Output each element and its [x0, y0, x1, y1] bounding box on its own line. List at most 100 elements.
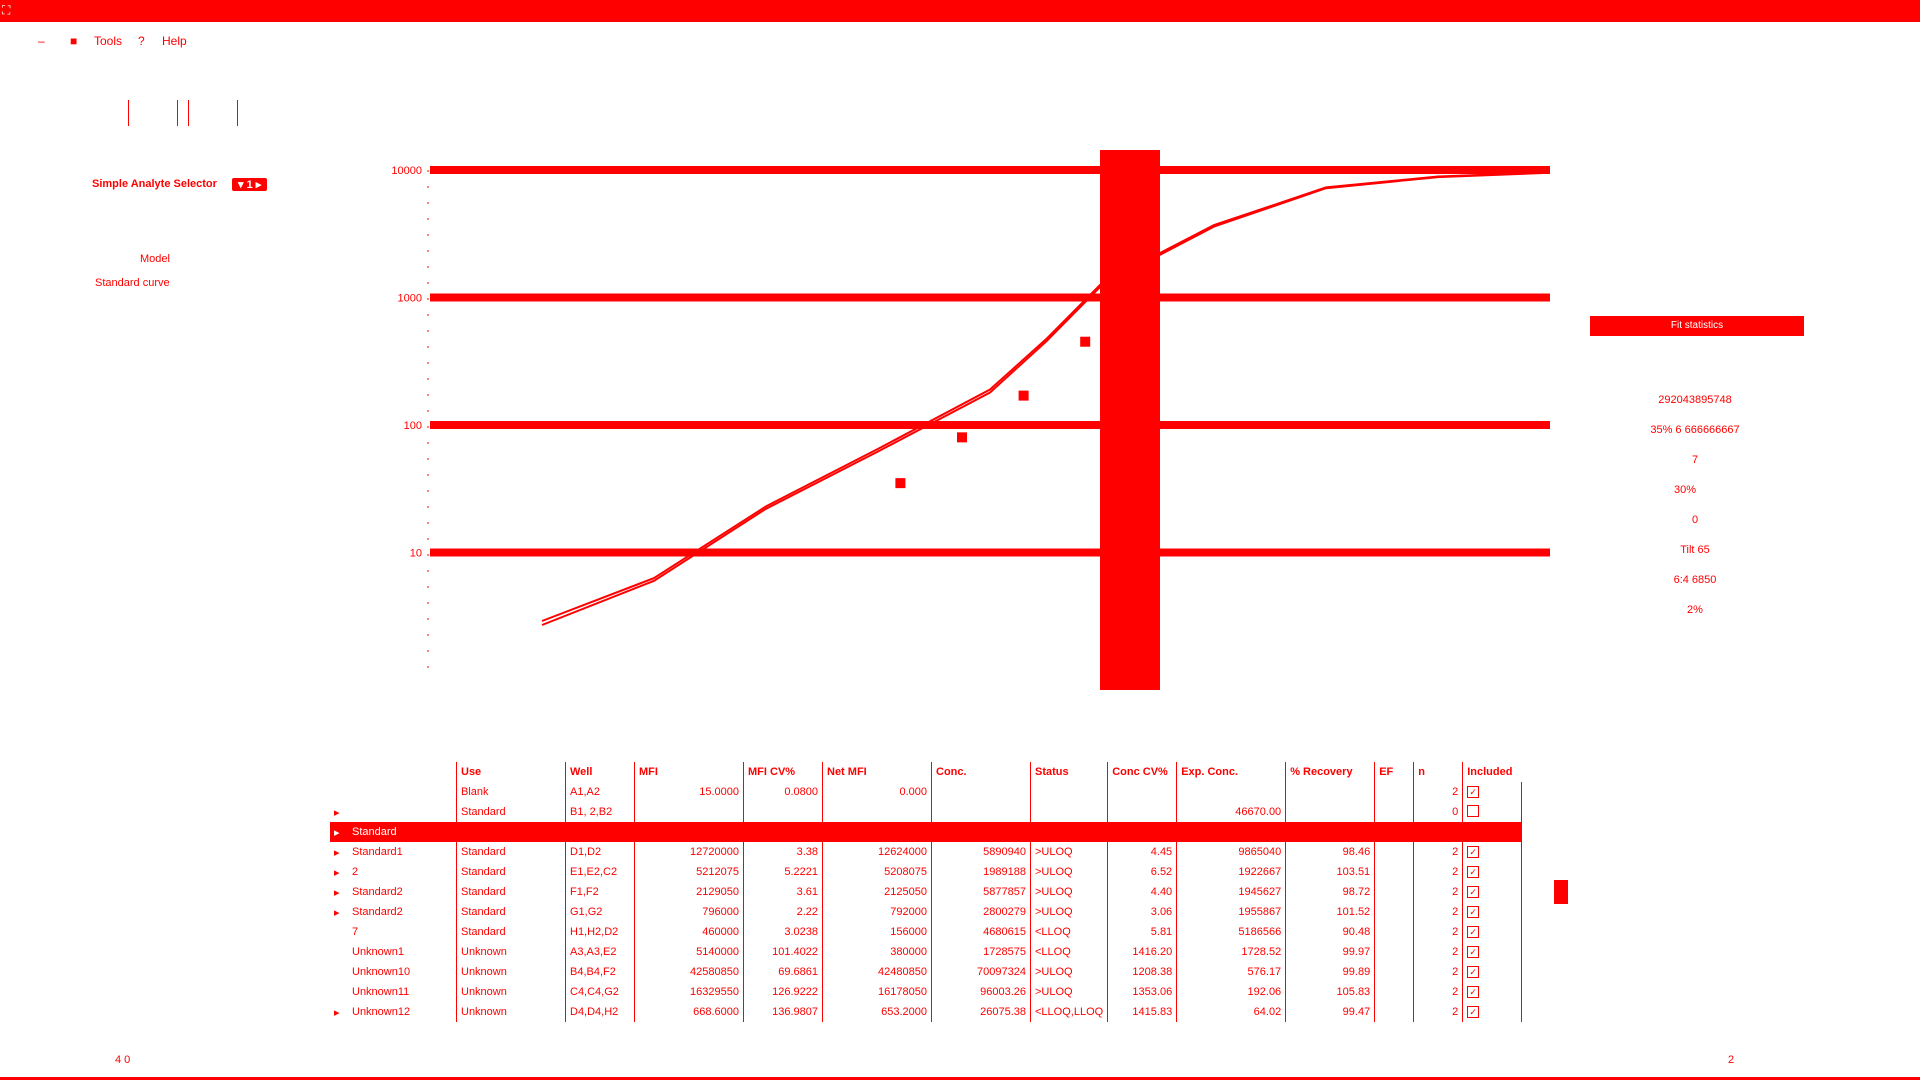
table-row[interactable]: Blank A1,A2 15.0000 0.0800 0.000 2 ✓: [330, 782, 1522, 802]
cell-inc[interactable]: ✓: [1462, 982, 1522, 1002]
included-checkbox[interactable]: ✓: [1467, 986, 1480, 998]
cell-exp[interactable]: ▸: [334, 886, 340, 899]
col-header-recovery[interactable]: % Recovery: [1285, 762, 1376, 782]
table-row[interactable]: Unknown10 Unknown B4,B4,F2 42580850 69.6861 4…: [330, 962, 1522, 982]
col-header-name[interactable]: [348, 762, 457, 782]
toolbar-button-2[interactable]: [188, 100, 238, 126]
cell-name: [348, 802, 457, 822]
table-row[interactable]: ▸ Standard1 Standard D1,D2 12720000 3.38 12624…: [330, 842, 1522, 862]
cell-inc[interactable]: ✓: [1462, 942, 1522, 962]
cell-exp[interactable]: ▸: [334, 906, 340, 919]
cell-cv: 0.0800: [743, 782, 823, 802]
included-checkbox[interactable]: ✓: [1467, 886, 1480, 898]
included-checkbox[interactable]: [1467, 824, 1480, 837]
cell-exp[interactable]: ▸: [334, 806, 340, 819]
col-header-included[interactable]: Included: [1467, 766, 1513, 778]
table-row[interactable]: ▸ Standard2 Standard F1,F2 2129050 3.61 212505…: [330, 882, 1522, 902]
col-header-status[interactable]: Status: [1030, 762, 1109, 782]
included-checkbox[interactable]: ✓: [1467, 906, 1480, 918]
cell-rec: 98.72: [1285, 882, 1376, 902]
col-header-well[interactable]: Well: [565, 762, 635, 782]
col-header-n[interactable]: n: [1413, 762, 1464, 782]
cell-well: B1, 2,B2: [565, 802, 635, 822]
cell-ef: [1374, 962, 1415, 982]
cell-inc[interactable]: ✓: [1462, 882, 1522, 902]
cell-exp[interactable]: [330, 942, 348, 962]
table-row[interactable]: 7 Standard H1,H2,D2 460000 3.0238 156000 46806…: [330, 922, 1522, 942]
cell-exp[interactable]: ▸: [334, 1006, 340, 1019]
cell-exp[interactable]: [330, 782, 348, 802]
cell-inc[interactable]: ✓: [1462, 962, 1522, 982]
menu-item-help[interactable]: Help: [162, 34, 187, 48]
cell-name: Standard2: [348, 882, 457, 902]
col-header-net-mfi[interactable]: Net MFI: [822, 762, 932, 782]
fit-stat-value: Tilt 65: [1680, 544, 1710, 556]
cell-exp[interactable]: [330, 962, 348, 982]
data-point: [1018, 390, 1029, 401]
cell-ccv: 1353.06: [1107, 982, 1178, 1002]
included-checkbox[interactable]: ✓: [1467, 846, 1480, 858]
cell-exp[interactable]: ▸: [334, 846, 340, 859]
col-header-mfi[interactable]: MFI: [634, 762, 744, 782]
menu-item-minimize[interactable]: –: [38, 34, 45, 48]
included-checkbox[interactable]: ✓: [1467, 866, 1480, 878]
cell-status: >ULOQ: [1030, 982, 1109, 1002]
cell-cv: 69.6861: [743, 962, 823, 982]
table-row[interactable]: Unknown1 Unknown A3,A3,E2 5140000 101.4022 38…: [330, 942, 1522, 962]
cell-n: 2: [1413, 922, 1464, 942]
cell-rec: 99.47: [1285, 1002, 1376, 1022]
cell-cv: 2.22: [743, 902, 823, 922]
y-tick-label: 1000: [398, 293, 422, 305]
cell-inc[interactable]: [1462, 802, 1522, 822]
cell-net: 0.000: [822, 782, 932, 802]
cell-exp[interactable]: ▸: [330, 822, 348, 842]
table-row[interactable]: ▸ Unknown12 Unknown D4,D4,H2 668.6000 136.980…: [330, 1002, 1522, 1022]
menu-item-tools[interactable]: Tools: [94, 34, 123, 48]
cell-inc[interactable]: ✓: [1462, 922, 1522, 942]
cell-exp[interactable]: ▸: [334, 866, 340, 879]
col-header-exp-conc[interactable]: Exp. Conc.: [1176, 762, 1287, 782]
table-scrollbar-thumb[interactable]: [1554, 880, 1568, 904]
cell-inc[interactable]: ✓: [1462, 1002, 1522, 1022]
cell-inc[interactable]: ✓: [1462, 902, 1522, 922]
cell-cv: 3.61: [743, 882, 823, 902]
toolbar-button-1[interactable]: [128, 100, 178, 126]
status-left: 4 0: [115, 1054, 131, 1066]
table-row[interactable]: ▸ 2 Standard E1,E2,C2 5212075 5.2221 5208075 19…: [330, 862, 1522, 882]
y-gridline: [430, 293, 1550, 302]
table-row[interactable]: Unknown11 Unknown C4,C4,G2 16329550 126.9222…: [330, 982, 1522, 1002]
fit-stat-value: 30%: [1673, 484, 1697, 496]
results-table: Use Well MFI MFI CV% Net MFI Conc. Statu…: [330, 762, 1560, 1022]
cell-rec: 90.48: [1285, 922, 1376, 942]
table-row[interactable]: ▸ Standard B1, 2,B2 46670.00 0: [330, 802, 1522, 822]
table-row[interactable]: ▸ Standard2 Standard G1,G2 796000 2.22 792000 2…: [330, 902, 1522, 922]
cell-ef: [1374, 822, 1415, 842]
included-checkbox[interactable]: ✓: [1467, 786, 1480, 798]
included-checkbox[interactable]: ✓: [1467, 926, 1480, 938]
col-header-ef[interactable]: EF: [1374, 762, 1415, 782]
cell-inc[interactable]: ✓: [1462, 862, 1522, 882]
cell-exp[interactable]: [330, 982, 348, 1002]
col-header-use[interactable]: Use: [456, 762, 566, 782]
cell-inc[interactable]: [1462, 822, 1522, 842]
cell-use: Standard: [456, 902, 566, 922]
col-header-mfi-cv[interactable]: MFI CV%: [743, 762, 823, 782]
included-checkbox[interactable]: ✓: [1467, 1006, 1480, 1018]
col-header-conc-cv[interactable]: Conc CV%: [1107, 762, 1178, 782]
cell-ccv: 5.81: [1107, 922, 1178, 942]
included-checkbox[interactable]: ✓: [1467, 946, 1480, 958]
included-checkbox[interactable]: ✓: [1467, 966, 1480, 978]
col-header-conc[interactable]: Conc.: [931, 762, 1031, 782]
cell-inc[interactable]: ✓: [1462, 842, 1522, 862]
table-row[interactable]: ▸ Standard: [330, 822, 1522, 842]
analyte-selector[interactable]: Simple Analyte Selector ▾ 1 ▸: [92, 178, 282, 191]
cell-exp-conc: 9865040: [1176, 842, 1287, 862]
cell-inc[interactable]: ✓: [1462, 782, 1522, 802]
analyte-selector-badge[interactable]: ▾ 1 ▸: [232, 178, 268, 191]
cell-exp[interactable]: [330, 922, 348, 942]
included-checkbox[interactable]: [1467, 804, 1480, 817]
y-tick-label: 100: [404, 420, 422, 432]
y-gridline: [430, 548, 1550, 557]
cell-ef: [1374, 862, 1415, 882]
cell-conc: 5890940: [931, 842, 1031, 862]
